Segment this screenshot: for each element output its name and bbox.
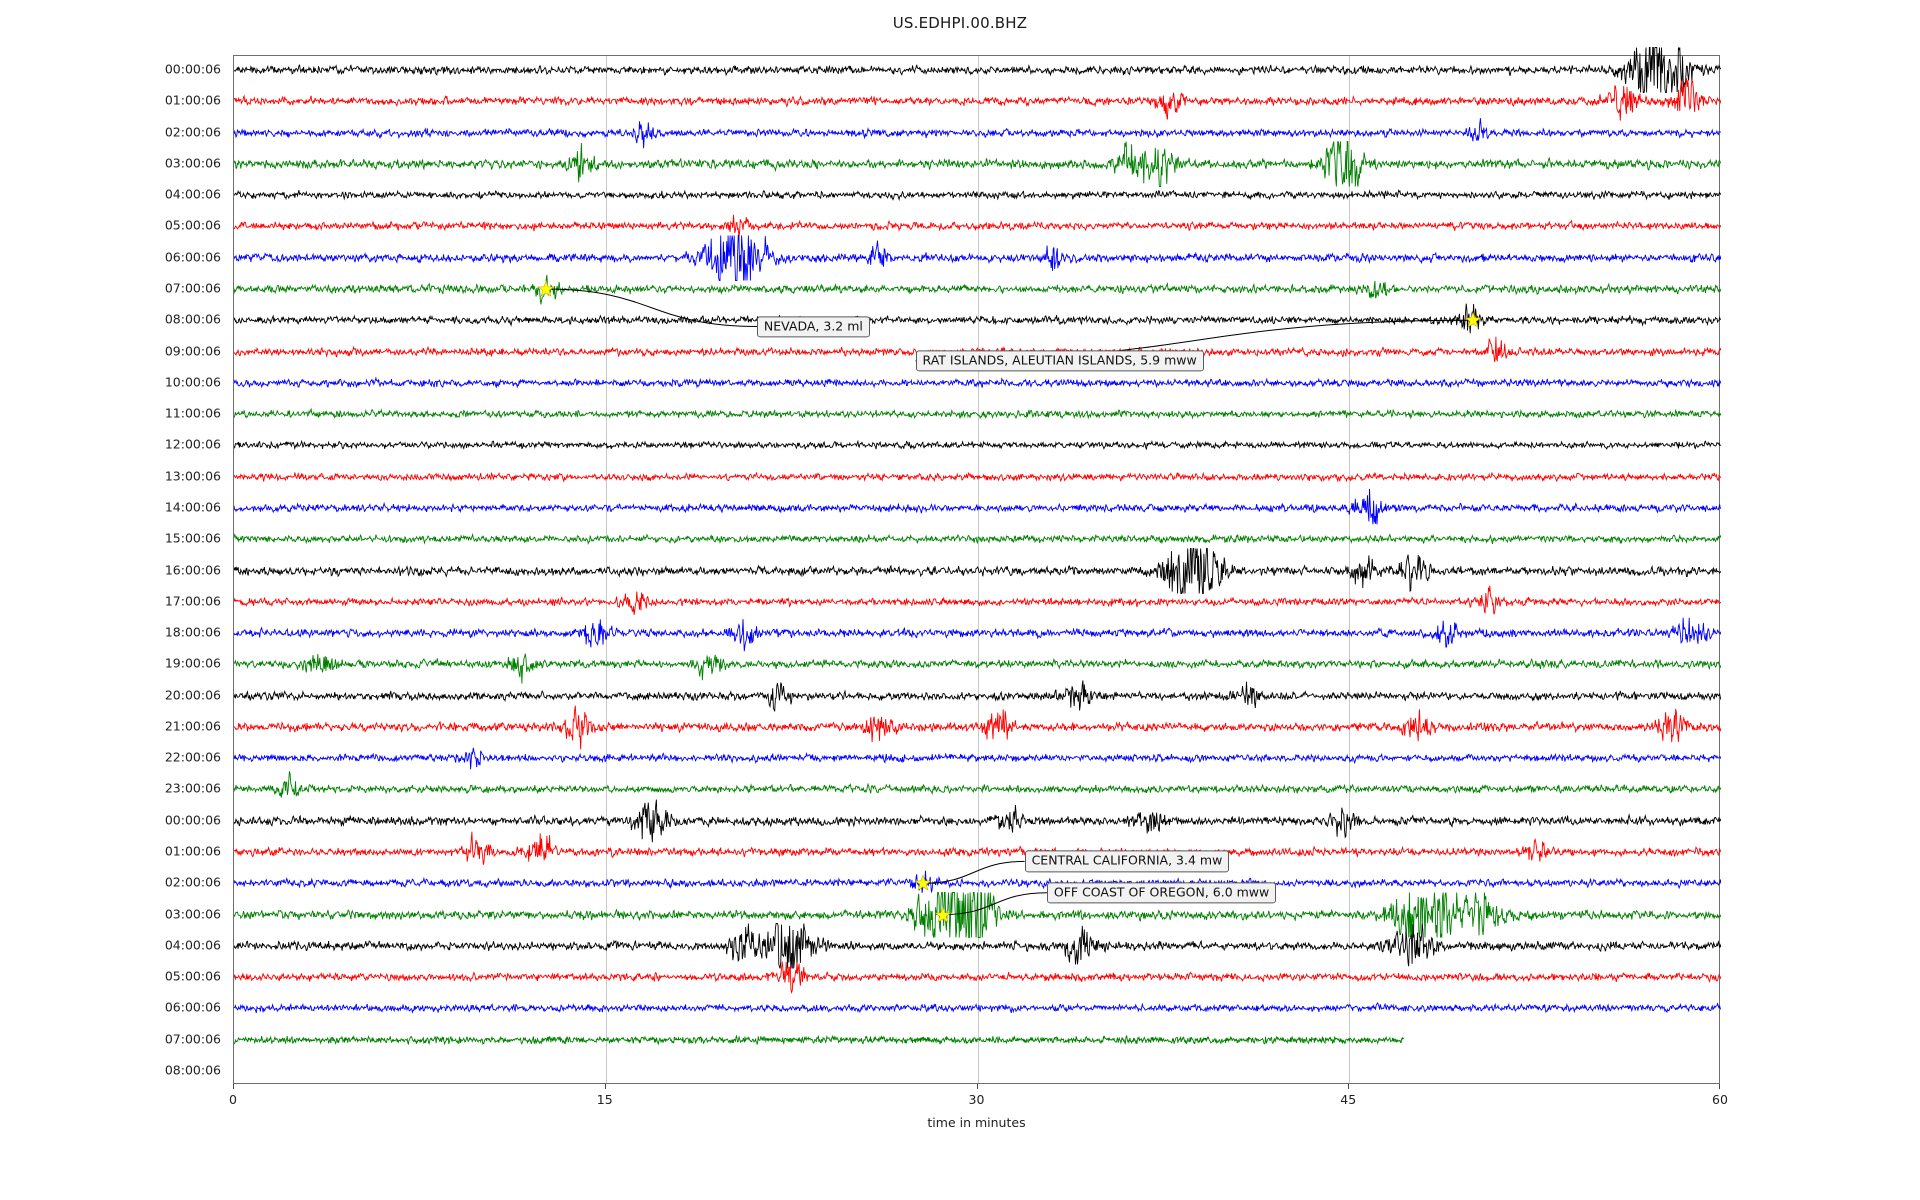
seismic-trace: [234, 485, 1721, 531]
y-tick-label: 15:00:06: [164, 530, 221, 546]
seismic-trace: [234, 454, 1721, 500]
seismic-trace: [234, 47, 1721, 93]
y-tick-label: 13:00:06: [164, 468, 221, 484]
y-tick-label: 20:00:06: [164, 687, 221, 703]
event-annotation-nevada[interactable]: NEVADA, 3.2 ml: [756, 315, 870, 338]
y-tick-label: 06:00:06: [164, 249, 221, 265]
seismic-trace: [234, 360, 1721, 406]
seismic-trace: [234, 110, 1721, 156]
x-axis-ticks: 0 15 30 45 60: [229, 1084, 1728, 1114]
y-tick-label: 07:00:06: [164, 1031, 221, 1047]
y-tick-label: 05:00:06: [164, 217, 221, 233]
seismic-trace: [234, 172, 1721, 218]
y-tick-label: 05:00:06: [164, 968, 221, 984]
seismic-trace: [234, 954, 1721, 1000]
y-tick-label: 08:00:06: [164, 1062, 221, 1078]
x-tick-label: 60: [1712, 1092, 1728, 1107]
y-tick-label: 23:00:06: [164, 780, 221, 796]
y-tick-label: 03:00:06: [164, 906, 221, 922]
y-tick-label: 02:00:06: [164, 124, 221, 140]
page-title: US.EDHPI.00.BHZ: [892, 14, 1028, 32]
y-tick-label: 00:00:06: [164, 812, 221, 828]
y-tick-label: 07:00:06: [164, 280, 221, 296]
y-tick-label: 02:00:06: [164, 874, 221, 890]
seismic-trace: [234, 673, 1721, 719]
seismic-trace: [234, 422, 1721, 468]
y-tick-label: 17:00:06: [164, 593, 221, 609]
y-tick-label: 01:00:06: [164, 843, 221, 859]
y-tick-label: 19:00:06: [164, 655, 221, 671]
y-tick-label: 22:00:06: [164, 749, 221, 765]
seismic-trace: [234, 516, 1721, 562]
y-tick-label: 21:00:06: [164, 718, 221, 734]
x-tick-label: 0: [229, 1092, 237, 1107]
y-tick-label: 11:00:06: [164, 405, 221, 421]
x-tick-mark: [976, 1084, 978, 1089]
seismic-trace: [234, 985, 1721, 1031]
seismic-trace: [234, 798, 1721, 844]
y-tick-label: 06:00:06: [164, 999, 221, 1015]
y-tick-label: 01:00:06: [164, 92, 221, 108]
x-axis-title: time in minutes: [927, 1115, 1026, 1130]
y-axis-labels: 00:00:06 01:00:06 02:00:06 03:00:06 04:00:06…: [0, 55, 229, 1084]
seismic-trace: [234, 391, 1721, 437]
seismic-trace: [234, 78, 1721, 124]
grid-line: [1349, 56, 1351, 1083]
y-tick-label: 10:00:06: [164, 374, 221, 390]
event-annotation-central-california[interactable]: CENTRAL CALIFORNIA, 3.4 mw: [1024, 850, 1230, 873]
seismic-trace: [234, 579, 1721, 625]
y-tick-label: 14:00:06: [164, 499, 221, 515]
x-tick-mark: [604, 1084, 606, 1089]
seismic-trace: [234, 203, 1721, 249]
seismic-trace: [234, 704, 1721, 750]
seismic-trace: [234, 140, 1721, 187]
y-tick-label: 04:00:06: [164, 937, 221, 953]
seismic-trace: [234, 266, 1721, 312]
seismic-trace: [234, 234, 1721, 281]
y-tick-label: 08:00:06: [164, 311, 221, 327]
seismic-trace: [234, 829, 1721, 875]
y-tick-label: 18:00:06: [164, 624, 221, 640]
event-annotation-rat-islands[interactable]: RAT ISLANDS, ALEUTIAN ISLANDS, 5.9 mww: [915, 350, 1204, 372]
event-annotation-off-coast-of-oregon[interactable]: OFF COAST OF OREGON, 6.0 mww: [1046, 882, 1277, 904]
seismic-trace: [234, 547, 1721, 594]
x-tick-mark: [1348, 1084, 1350, 1089]
grid-line: [605, 56, 607, 1083]
x-tick-label: 45: [1340, 1092, 1357, 1107]
y-tick-label: 00:00:06: [164, 61, 221, 77]
seismic-trace: [234, 860, 1721, 906]
x-tick-label: 30: [968, 1092, 985, 1107]
seismic-trace: [234, 922, 1721, 969]
y-tick-label: 09:00:06: [164, 343, 221, 359]
x-tick-label: 15: [596, 1092, 613, 1107]
seismic-trace: [234, 641, 1721, 687]
grid-line: [977, 56, 979, 1083]
seismic-trace: [234, 735, 1721, 781]
y-tick-label: 16:00:06: [164, 562, 221, 577]
y-tick-label: 04:00:06: [164, 186, 221, 202]
y-tick-label: 03:00:06: [164, 155, 221, 171]
x-tick-mark: [1719, 1084, 1720, 1089]
x-tick-mark: [233, 1084, 234, 1089]
y-tick-label: 12:00:06: [164, 436, 221, 452]
seismic-trace: [234, 1017, 1721, 1063]
seismic-trace: [234, 766, 1721, 812]
seismogram-plot-area: NEVADA, 3.2 ml RAT ISLANDS, ALEUTIAN ISLA…: [233, 47, 1721, 1084]
seismic-trace: [234, 610, 1721, 656]
seismic-trace: [234, 891, 1721, 938]
